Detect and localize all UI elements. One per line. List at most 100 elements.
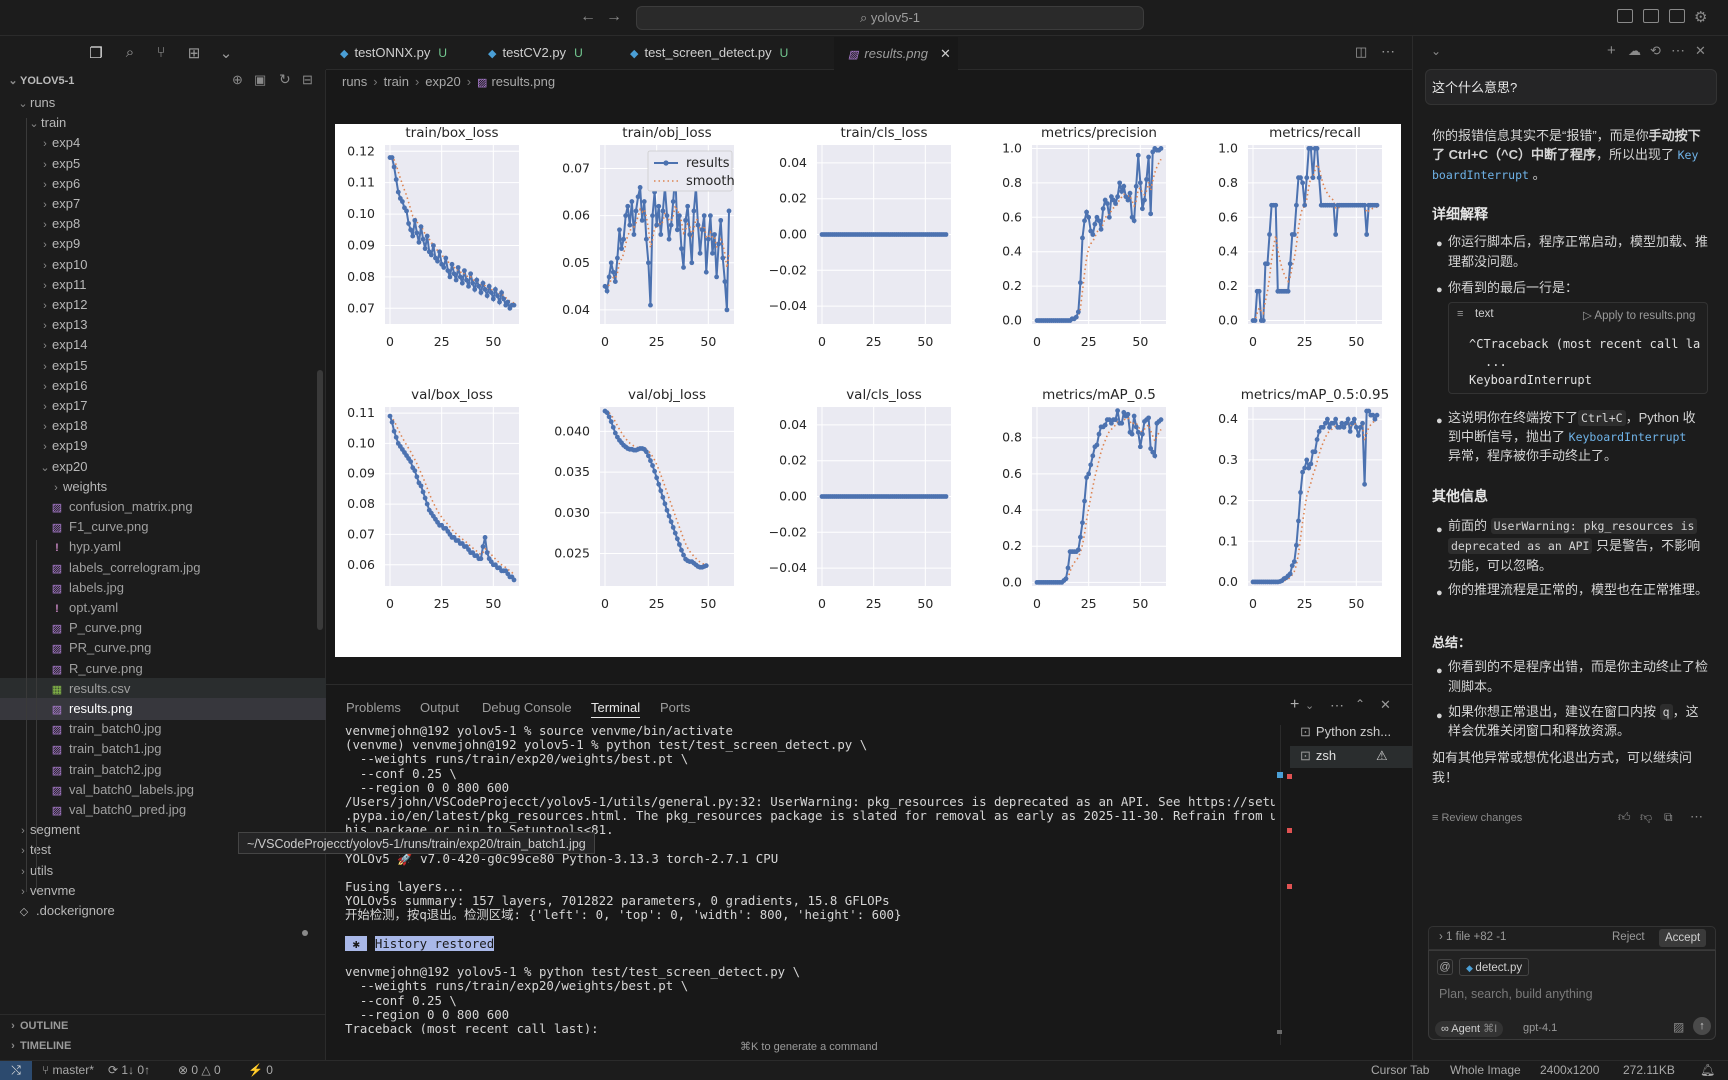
tree-item[interactable]: ▨ PR_curve.png [0, 637, 326, 659]
image-attach-icon[interactable]: ▨ [1673, 1020, 1685, 1034]
tree-item[interactable]: ▨ F1_curve.png [0, 516, 326, 538]
tree-item[interactable]: › exp8 [0, 213, 326, 235]
tree-item[interactable]: ▨ train_batch2.jpg [0, 759, 326, 781]
tree-item[interactable]: › utils [0, 860, 326, 882]
mention-icon[interactable]: @ [1437, 959, 1453, 975]
tree-item[interactable]: ▨ confusion_matrix.png [0, 496, 326, 518]
history-icon[interactable]: ⟲ [1650, 43, 1661, 58]
tree-item[interactable]: › venvme [0, 880, 326, 902]
tree-item[interactable]: › exp5 [0, 153, 326, 175]
tree-item[interactable]: › exp15 [0, 355, 326, 377]
tree-item[interactable]: › exp10 [0, 254, 326, 276]
toggle-panel-icon[interactable] [1643, 9, 1659, 23]
more-actions-icon[interactable]: ⋯ [1381, 43, 1395, 59]
tree-item[interactable]: › exp14 [0, 334, 326, 356]
tree-item[interactable]: › exp17 [0, 395, 326, 417]
accept-button[interactable]: Accept [1659, 929, 1707, 947]
explorer-files-icon[interactable]: ❐ [89, 45, 103, 62]
tree-item[interactable]: › weights [0, 476, 326, 498]
new-folder-icon[interactable]: ▣ [254, 72, 267, 87]
more-actions-icon[interactable]: ⋯ [1671, 42, 1685, 58]
tab-testcv2[interactable]: ◆ testCV2.py U [474, 36, 616, 70]
context-chip[interactable]: ◆ detect.py [1459, 958, 1530, 976]
maximize-panel-icon[interactable]: ⌃ [1355, 697, 1366, 711]
file-summary[interactable]: › 1 file +82 -1 [1439, 931, 1507, 943]
close-tab-icon[interactable]: ✕ [940, 46, 951, 61]
chevron-down-icon[interactable]: ⌄ [1431, 44, 1442, 58]
tree-item[interactable]: ! opt.yaml [0, 597, 326, 619]
tab-problems[interactable]: Problems [346, 700, 401, 715]
timeline-section[interactable]: › TIMELINE [11, 1040, 72, 1052]
breadcrumb-item[interactable]: results.png [491, 74, 556, 89]
tree-item[interactable]: ▨ results.png [0, 698, 326, 720]
forward-arrow-icon[interactable]: → [606, 8, 622, 25]
tree-item[interactable]: ⌄ train [0, 112, 326, 134]
problems-indicator[interactable]: ⊗ 0 △ 0 [178, 1061, 221, 1080]
tree-item[interactable]: ⌄ exp20 [0, 456, 326, 478]
tab-terminal[interactable]: Terminal [591, 700, 641, 718]
chevron-down-icon[interactable]: ⌄ [219, 45, 233, 62]
tree-item[interactable]: ⌄ runs [0, 92, 326, 114]
tree-item[interactable]: › exp12 [0, 294, 326, 316]
sidebar-scrollbar[interactable] [317, 370, 323, 630]
remote-indicator-icon[interactable]: ⤭ [0, 1061, 32, 1080]
breadcrumb-item[interactable]: exp20 [425, 74, 461, 89]
tab-test-screen-detect[interactable]: ◆ test_screen_detect.py U [616, 36, 826, 70]
tree-item[interactable]: › exp19 [0, 435, 326, 457]
tree-item[interactable]: › exp4 [0, 132, 326, 154]
new-terminal-icon[interactable]: + [1290, 696, 1300, 713]
terminal-item-python[interactable]: ⊡ Python zsh... [1300, 724, 1412, 744]
terminal-item-zsh[interactable]: ⊡ zsh ⚠ [1300, 748, 1412, 768]
toggle-primary-sidebar-icon[interactable] [1617, 9, 1633, 23]
tree-item[interactable]: ◇ .dockerignore [0, 900, 326, 922]
tree-item[interactable]: › exp18 [0, 415, 326, 437]
cursor-tab-indicator[interactable]: Cursor Tab [1371, 1063, 1430, 1077]
chat-input[interactable]: Plan, search, build anything [1439, 987, 1593, 1001]
close-panel-icon[interactable]: ✕ [1380, 697, 1391, 712]
zoom-mode-indicator[interactable]: Whole Image [1450, 1063, 1521, 1077]
breadcrumb-item[interactable]: train [383, 74, 409, 89]
settings-gear-icon[interactable]: ⚙ [1694, 9, 1708, 26]
collapse-all-icon[interactable]: ⊟ [302, 72, 313, 87]
terminal-output[interactable]: venvmejohn@192 yolov5-1 % source venvme/… [345, 724, 1275, 1034]
command-center-search[interactable]: ⌕ yolov5-1 [636, 6, 1144, 30]
apply-code-button[interactable]: ▷ Apply to results.png [1583, 310, 1696, 322]
tree-item[interactable]: ▨ val_batch0_labels.jpg [0, 779, 326, 801]
project-header[interactable]: ⌄ YOLOV5-1 [8, 75, 75, 87]
split-editor-icon[interactable]: ◫ [1355, 44, 1368, 59]
tree-item[interactable]: ▨ R_curve.png [0, 658, 326, 680]
tree-item[interactable]: ▨ train_batch0.jpg [0, 718, 326, 740]
user-message-bubble[interactable] [1425, 69, 1717, 105]
tab-output[interactable]: Output [420, 700, 460, 715]
tree-item[interactable]: ▨ labels.jpg [0, 577, 326, 599]
extensions-icon[interactable]: ⊞ [187, 45, 201, 62]
tree-item[interactable]: › exp6 [0, 173, 326, 195]
more-actions-icon[interactable]: ⋯ [1690, 809, 1703, 824]
more-actions-icon[interactable]: ⋯ [1330, 697, 1344, 713]
tree-item[interactable]: › exp7 [0, 193, 326, 215]
tree-item[interactable]: › test [0, 839, 326, 861]
tree-item[interactable]: › exp9 [0, 233, 326, 255]
tree-item[interactable]: ! hyp.yaml [0, 536, 326, 558]
model-dropdown[interactable]: gpt-4.1 [1523, 1022, 1558, 1034]
tree-item[interactable]: › segment [0, 819, 326, 841]
tab-results-png[interactable]: ▨ results.png ✕ [834, 36, 958, 70]
new-file-icon[interactable]: ⊕ [232, 72, 243, 87]
copy-icon[interactable]: ⧉ [1664, 810, 1673, 824]
tree-item[interactable]: ▨ P_curve.png [0, 617, 326, 639]
tree-item[interactable]: ▨ val_batch0_pred.jpg [0, 799, 326, 821]
tree-item[interactable]: › exp16 [0, 375, 326, 397]
tab-testonnx[interactable]: ◆ testONNX.py U [326, 36, 474, 70]
review-changes-link[interactable]: ≡ Review changes [1432, 812, 1523, 824]
ports-indicator[interactable]: ⚡ 0 [248, 1061, 273, 1080]
reject-button[interactable]: Reject [1612, 931, 1645, 943]
search-icon[interactable]: ⌕ [125, 44, 135, 61]
breadcrumb-item[interactable]: runs [342, 74, 368, 89]
tab-ports[interactable]: Ports [660, 700, 691, 715]
branch-indicator[interactable]: ⑂ master* [42, 1061, 94, 1080]
tree-item[interactable]: ▦ results.csv [0, 677, 326, 700]
send-icon[interactable]: ↑ [1693, 1017, 1711, 1035]
chevron-down-icon[interactable]: ⌄ [1305, 700, 1315, 712]
back-arrow-icon[interactable]: ← [580, 8, 596, 25]
notifications-bell-icon[interactable]: 🔔︎ [1700, 1063, 1716, 1077]
